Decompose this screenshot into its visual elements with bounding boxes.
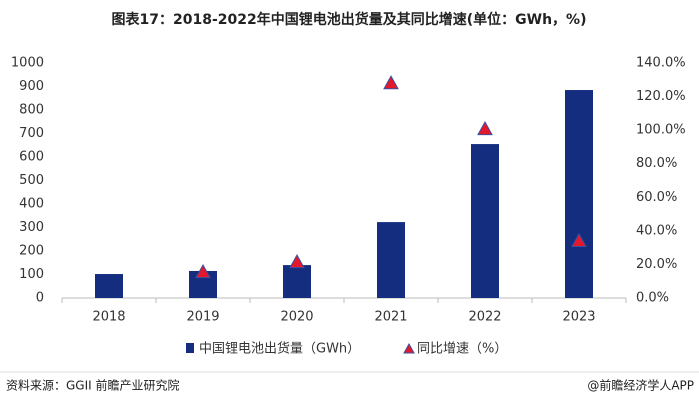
y-tick-label: 300 <box>19 220 44 235</box>
marker <box>289 254 305 269</box>
legend-swatch <box>403 342 415 354</box>
y-tick-label: 600 <box>19 150 44 165</box>
y2-tick-label: 120.0% <box>636 89 686 104</box>
marker <box>571 232 587 248</box>
x-tick-label: 2018 <box>92 310 125 325</box>
y-tick-label: 400 <box>19 197 44 212</box>
legend-swatch <box>186 343 194 353</box>
y-tick-label: 700 <box>19 126 44 141</box>
y2-tick-label: 100.0% <box>636 123 686 138</box>
y2-tick-label: 0.0% <box>636 291 669 306</box>
legend-label: 同比增速（%） <box>417 342 507 357</box>
y-tick-label: 900 <box>19 79 44 94</box>
y-tick-label: 500 <box>19 173 44 188</box>
bar <box>377 222 405 298</box>
y2-tick-label: 20.0% <box>636 257 677 272</box>
bar <box>95 274 123 298</box>
bar <box>471 144 499 298</box>
chart-title: 图表17：2018-2022年中国锂电池出货量及其同比增速(单位：GWh，%) <box>112 11 587 28</box>
y2-tick-label: 140.0% <box>636 56 686 71</box>
y-tick-label: 0 <box>36 291 44 306</box>
x-tick-label: 2019 <box>186 310 219 325</box>
bar <box>283 265 311 298</box>
y2-tick-label: 60.0% <box>636 190 677 205</box>
x-tick-label: 2020 <box>280 310 313 325</box>
source: 资料来源：GGII 前瞻产业研究院 <box>6 378 180 393</box>
x-tick-label: 2021 <box>374 310 407 325</box>
marker <box>477 120 493 136</box>
credit: @前瞻经济学人APP <box>587 378 694 393</box>
marker <box>383 75 399 90</box>
marker <box>195 263 211 279</box>
y-tick-label: 1000 <box>11 56 44 71</box>
y-tick-label: 800 <box>19 103 44 118</box>
legend-label: 中国锂电池出货量（GWh） <box>199 341 360 357</box>
y-tick-label: 100 <box>19 267 44 282</box>
y2-tick-label: 40.0% <box>636 223 677 238</box>
bar <box>565 90 593 299</box>
y2-tick-label: 80.0% <box>636 156 677 171</box>
x-tick-label: 2022 <box>468 310 501 325</box>
x-tick-label: 2023 <box>562 310 595 325</box>
y-tick-label: 200 <box>19 244 44 259</box>
